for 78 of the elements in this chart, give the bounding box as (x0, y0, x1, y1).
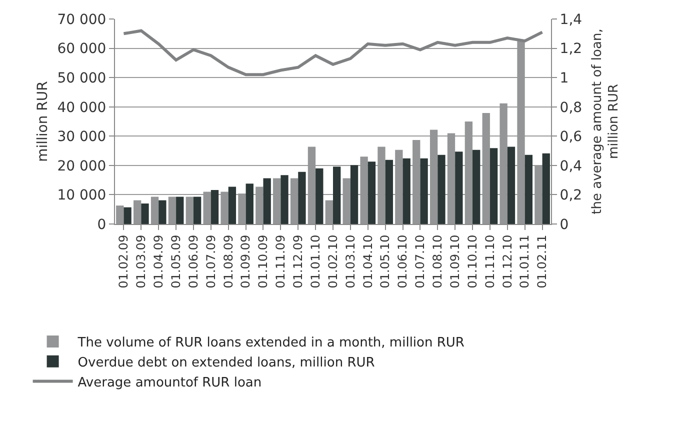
y-tick-label: 0 (97, 216, 106, 233)
bar (186, 196, 194, 224)
bar (228, 186, 236, 224)
y2-tick-label: 1,4 (560, 12, 582, 28)
bar (455, 152, 463, 224)
y-tick-label: 50 000 (57, 70, 106, 86)
bar (116, 206, 124, 224)
bar (325, 200, 333, 224)
bar (210, 190, 219, 224)
y2-tick-label: 0,6 (560, 129, 582, 146)
x-tick-label: 01.04.09 (152, 234, 166, 288)
bar (141, 204, 149, 224)
x-tick-label: 01.10.10 (465, 234, 480, 288)
x-tick-label: 01.07.09 (204, 234, 218, 288)
bar (124, 207, 132, 224)
x-tick-label: 01.08.09 (221, 234, 236, 288)
x-tick-label: 01.05.09 (168, 234, 183, 288)
bar (246, 184, 254, 224)
bar (438, 154, 446, 224)
y2-tick-label: 0,4 (560, 158, 582, 174)
bar (472, 150, 480, 224)
legend-label: Average amountof RUR loan (78, 375, 262, 390)
y2-tick-label: 1,2 (560, 41, 582, 58)
y2-tick-label: 0,2 (560, 188, 582, 204)
line-series (122, 29, 544, 76)
bar (280, 175, 288, 224)
x-tick-label: 01.10.09 (256, 234, 270, 288)
bar (524, 154, 533, 224)
bar (350, 165, 358, 224)
x-tick-label: 01.01.10 (308, 234, 322, 288)
bar (150, 196, 159, 224)
x-tick-label: 01.02.11 (535, 234, 550, 288)
x-tick-label: 01.12.09 (291, 234, 306, 288)
y2-axis-title: the average amount of loan, million RUR (590, 28, 622, 214)
bar (263, 178, 271, 224)
x-tick-label: 01.04.10 (360, 234, 375, 288)
y-tick-label: 40 000 (57, 100, 106, 116)
bar (333, 166, 341, 224)
x-tick-label: 01.08.10 (430, 234, 445, 288)
y-tick-label: 30 000 (57, 129, 106, 146)
x-tick-label: 01.06.09 (186, 234, 200, 288)
x-tick-label: 01.03.10 (343, 234, 358, 288)
y2-tick-label: 1 (560, 70, 569, 86)
legend-label: Overdue debt on extended loans, million RUR (78, 355, 375, 370)
bar (402, 158, 410, 224)
x-tick-label: 01.06.10 (396, 234, 410, 288)
y-axis-title: million RUR (34, 80, 51, 162)
x-tick-label: 01.05.10 (378, 234, 392, 288)
bar (385, 160, 393, 224)
x-tick-label: 01.09.09 (238, 234, 253, 288)
bar (368, 162, 376, 224)
x-tick-label: 01.12.10 (500, 234, 514, 288)
bar (316, 168, 324, 224)
bar (507, 146, 516, 224)
y-tick-label: 70 000 (57, 12, 106, 28)
x-tick-label: 01.01.11 (518, 234, 532, 288)
y2-tick-label: 0 (560, 216, 569, 233)
x-tick-label: 01.09.10 (448, 234, 462, 288)
bar (158, 200, 166, 224)
y2-tick-label: 0,8 (560, 100, 582, 116)
bar (542, 153, 550, 224)
bar (420, 158, 428, 224)
x-tick-label: 01.02.10 (326, 234, 340, 288)
bar (490, 148, 498, 224)
bar (193, 196, 202, 224)
y-tick-label: 60 000 (57, 41, 106, 58)
bar (298, 172, 306, 224)
y-tick-label: 10 000 (57, 188, 106, 204)
bar (133, 200, 142, 224)
x-tick-label: 01.11.10 (482, 234, 497, 288)
bar (168, 196, 176, 224)
x-tick-label: 01.03.09 (134, 234, 148, 288)
bar (176, 196, 184, 224)
x-tick-label: 01.02.09 (116, 234, 131, 288)
x-tick-label: 01.07.10 (413, 234, 428, 288)
x-tick-label: 01.11.09 (274, 234, 288, 288)
legend-label: The volume of RUR loans extended in a month, million RUR (76, 336, 464, 351)
y-tick-label: 20 000 (57, 158, 106, 174)
